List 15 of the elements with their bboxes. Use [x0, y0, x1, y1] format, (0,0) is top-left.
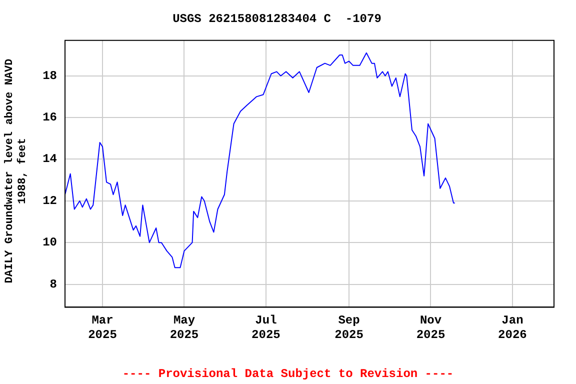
y-tick-label: 18: [42, 68, 57, 83]
y-tick-label: 10: [42, 236, 57, 250]
x-tick-label: Nov 2025: [416, 313, 446, 342]
y-tick-label: 14: [42, 152, 57, 166]
y-tick-label: 12: [42, 194, 57, 208]
y-axis-title: DAILY Groundwater level above NAVD 1988, feet: [4, 58, 30, 286]
x-tick-label: Sep 2025: [334, 313, 364, 342]
y-tick-label: 16: [42, 110, 57, 125]
x-tick-label: Jul 2025: [252, 313, 280, 342]
chart-title: USGS 262158081283404 C -1079: [172, 12, 382, 26]
text: ---- Provisional Data Subject to Revision ----: [121, 367, 455, 381]
x-tick-label: May 2025: [170, 313, 199, 342]
x-tick-label: Jan 2026: [498, 313, 527, 342]
y-tick-label: 8: [50, 277, 57, 292]
x-tick-label: Mar 2025: [88, 313, 117, 342]
